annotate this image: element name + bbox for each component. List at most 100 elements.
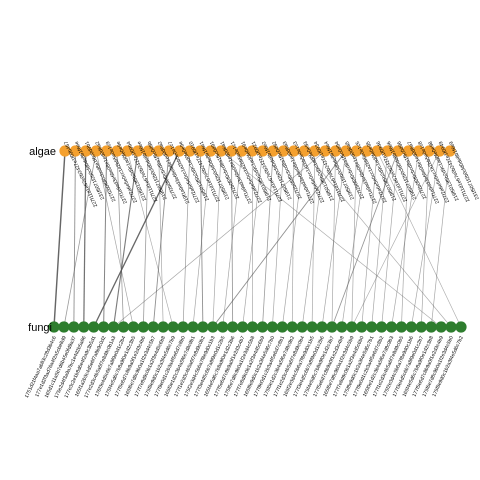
edge	[53, 150, 66, 328]
algae-node	[433, 145, 446, 157]
fungi-node	[177, 321, 189, 333]
algae-node	[194, 145, 206, 157]
algae-node	[132, 145, 144, 157]
algae-node	[257, 145, 269, 157]
algae-node	[225, 145, 238, 157]
fungi-node	[68, 321, 80, 333]
fungi-node	[237, 321, 249, 333]
edge	[73, 150, 76, 328]
fungi-node	[316, 321, 328, 333]
fungi-node	[197, 321, 209, 333]
edge	[222, 150, 243, 328]
algae-node	[205, 145, 217, 157]
fungi-node	[266, 321, 278, 333]
algae-node	[340, 145, 352, 157]
algae-node	[381, 145, 394, 157]
algae-node	[80, 145, 92, 157]
fungi-node-labels: 1751d21f4aa7ab83c28d3b4c6177e1d2f3ad76a4…	[24, 335, 465, 399]
fungi-node	[78, 321, 90, 333]
fungi-node	[157, 321, 169, 333]
algae-node	[59, 145, 71, 157]
fungi-node	[346, 321, 358, 333]
fungi-node	[88, 321, 100, 333]
edge	[381, 150, 399, 328]
fungi-node	[127, 321, 140, 333]
fungi-node	[207, 321, 219, 333]
edge	[212, 150, 222, 328]
fungi-node	[48, 321, 60, 333]
bottom-group-label: fungi	[28, 322, 52, 334]
fungi-node	[276, 321, 288, 333]
fungi-node	[326, 321, 338, 333]
fungi-node	[306, 321, 318, 333]
fungi-node	[375, 321, 388, 333]
fungi-node	[217, 321, 229, 333]
algae-node	[413, 145, 425, 157]
algae-node	[215, 145, 227, 157]
algae-node	[90, 145, 102, 157]
edge	[371, 150, 388, 328]
fungi-node	[415, 321, 427, 333]
fungi-node	[246, 321, 259, 333]
fungi-node	[356, 321, 368, 333]
algae-node	[101, 145, 113, 157]
fungi-node	[395, 321, 408, 333]
algae-node	[163, 145, 175, 157]
algae-node	[142, 145, 154, 157]
algae-node	[121, 145, 134, 157]
algae-node	[69, 145, 82, 157]
fungi-node	[286, 321, 298, 333]
edge	[262, 150, 274, 328]
fungi-node	[425, 321, 437, 333]
algae-node	[236, 145, 248, 157]
edge	[212, 150, 347, 328]
algae-node-row	[59, 145, 456, 157]
edge	[103, 150, 108, 328]
algae-node	[267, 145, 279, 157]
fungi-node	[296, 321, 308, 333]
fungi-node	[117, 321, 130, 333]
edge	[376, 150, 462, 328]
algae-node	[361, 145, 373, 157]
algae-node	[246, 145, 258, 157]
algae-node	[402, 145, 414, 157]
fungi-node-row	[48, 321, 467, 333]
edge	[93, 150, 181, 328]
algae-node	[444, 145, 456, 157]
edge	[182, 150, 191, 328]
fungi-node	[455, 321, 467, 333]
edge	[341, 150, 368, 328]
fungi-node	[167, 321, 179, 333]
fungi-node	[366, 321, 378, 333]
edge	[113, 150, 326, 328]
edge	[272, 150, 284, 328]
edge	[127, 150, 174, 328]
fungi-node	[256, 321, 269, 333]
algae-node	[329, 145, 342, 157]
edge	[113, 150, 139, 328]
fungi-node	[137, 321, 149, 333]
algae-node	[392, 145, 404, 157]
edge	[242, 150, 264, 328]
edge	[430, 150, 451, 328]
edge	[142, 150, 149, 328]
edge	[331, 150, 399, 328]
edge	[192, 150, 212, 328]
algae-node	[350, 145, 362, 157]
fungi-node	[405, 321, 417, 333]
fungi-node	[187, 321, 199, 333]
edge	[63, 150, 97, 328]
fungi-node	[445, 321, 457, 333]
edge	[116, 150, 124, 328]
fungi-node	[98, 321, 110, 333]
edge	[301, 150, 326, 328]
fungi-node	[107, 321, 120, 333]
fungi-node	[58, 321, 70, 333]
edge	[411, 150, 440, 328]
edge	[83, 150, 87, 328]
algae-node	[184, 145, 196, 157]
top-group-label: algae	[29, 146, 56, 158]
edge	[351, 150, 440, 328]
algae-node	[371, 145, 383, 157]
fungi-node	[435, 321, 447, 333]
